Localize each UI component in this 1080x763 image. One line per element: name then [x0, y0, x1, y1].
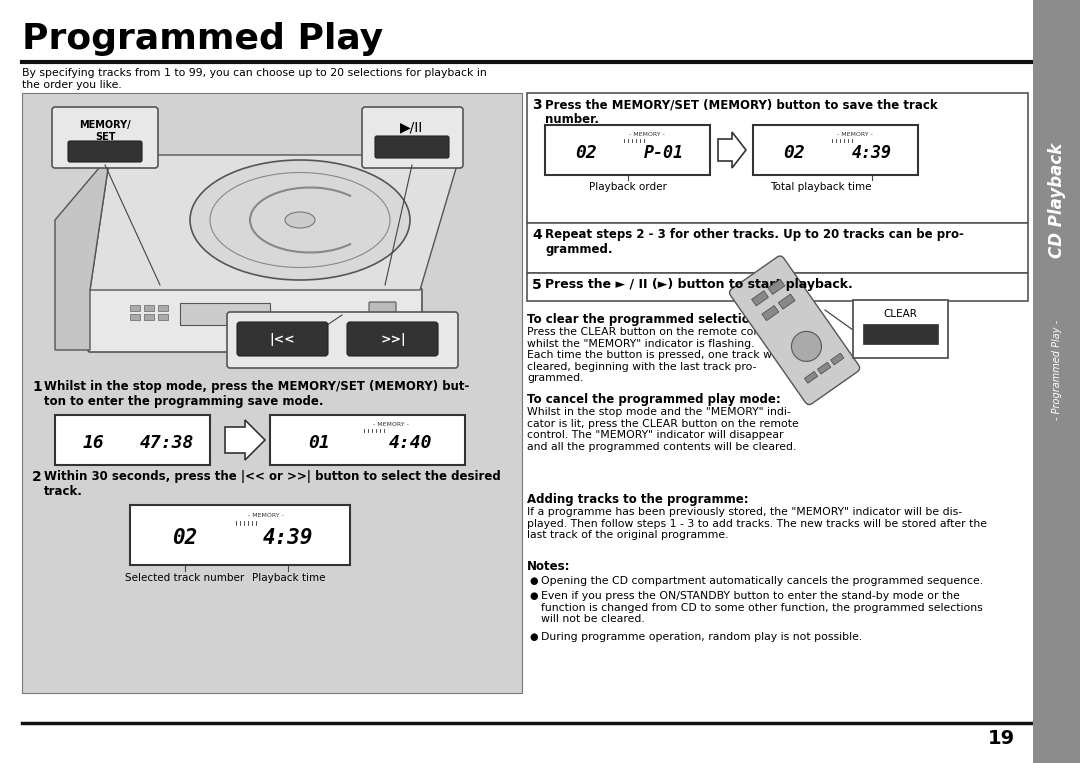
- Text: Selected track number: Selected track number: [125, 573, 245, 583]
- FancyBboxPatch shape: [227, 312, 458, 368]
- Ellipse shape: [285, 212, 315, 228]
- Text: 16: 16: [83, 433, 105, 452]
- Text: 01: 01: [308, 433, 329, 452]
- Text: To clear the programmed selections:: To clear the programmed selections:: [527, 313, 770, 326]
- FancyBboxPatch shape: [237, 322, 328, 356]
- FancyBboxPatch shape: [362, 107, 463, 168]
- Text: If a programme has been previously stored, the "MEMORY" indicator will be dis-
p: If a programme has been previously store…: [527, 507, 987, 540]
- Polygon shape: [718, 132, 746, 168]
- Bar: [818, 362, 831, 374]
- Text: During programme operation, random play is not possible.: During programme operation, random play …: [541, 632, 862, 642]
- Text: 4:39: 4:39: [852, 143, 892, 162]
- Text: Programmed Play: Programmed Play: [22, 22, 383, 56]
- Text: Playback order: Playback order: [589, 182, 666, 192]
- FancyBboxPatch shape: [729, 256, 860, 404]
- Polygon shape: [225, 420, 265, 460]
- Text: Notes:: Notes:: [527, 560, 570, 573]
- Bar: [527, 223, 1028, 273]
- Text: 2: 2: [32, 470, 42, 484]
- Text: To cancel the programmed play mode:: To cancel the programmed play mode:: [527, 393, 781, 406]
- Text: ●: ●: [529, 576, 538, 586]
- Bar: [144, 305, 154, 311]
- Text: SET: SET: [95, 132, 116, 142]
- Bar: [805, 372, 818, 383]
- Circle shape: [792, 331, 822, 362]
- Text: ▶/II: ▶/II: [401, 120, 423, 134]
- Text: - MEMORY -: - MEMORY -: [373, 421, 409, 427]
- FancyBboxPatch shape: [87, 288, 422, 352]
- Bar: [752, 291, 769, 306]
- Text: Press the MEMORY/SET (MEMORY) button to save the track
number.: Press the MEMORY/SET (MEMORY) button to …: [545, 98, 937, 126]
- Text: 5: 5: [532, 278, 542, 292]
- Text: |<<: |<<: [269, 333, 295, 346]
- Bar: [130, 505, 350, 565]
- Bar: [545, 125, 710, 175]
- FancyBboxPatch shape: [52, 107, 158, 168]
- Text: Whilst in the stop mode and the "MEMORY" indi-
cator is lit, press the CLEAR but: Whilst in the stop mode and the "MEMORY"…: [527, 407, 799, 452]
- Text: 4:39: 4:39: [264, 528, 313, 548]
- Text: 3: 3: [532, 98, 542, 112]
- FancyBboxPatch shape: [68, 141, 141, 162]
- Polygon shape: [55, 155, 110, 350]
- Text: MEMORY/: MEMORY/: [79, 120, 131, 130]
- Text: 02: 02: [783, 143, 805, 162]
- Polygon shape: [55, 105, 490, 370]
- Text: 1: 1: [32, 380, 42, 394]
- Text: By specifying tracks from 1 to 99, you can choose up to 20 selections for playba: By specifying tracks from 1 to 99, you c…: [22, 68, 487, 89]
- Bar: [130, 314, 140, 320]
- Bar: [180, 303, 270, 325]
- Text: - MEMORY -: - MEMORY -: [630, 131, 665, 137]
- Text: CLEAR: CLEAR: [883, 309, 917, 319]
- Bar: [144, 314, 154, 320]
- Text: 4:40: 4:40: [389, 433, 432, 452]
- FancyBboxPatch shape: [347, 322, 438, 356]
- Text: CD Playback: CD Playback: [1048, 143, 1066, 258]
- Bar: [527, 273, 1028, 301]
- Text: Adding tracks to the programme:: Adding tracks to the programme:: [527, 493, 748, 506]
- Text: - MEMORY -: - MEMORY -: [837, 131, 874, 137]
- Bar: [158, 305, 168, 311]
- Bar: [768, 279, 785, 295]
- Text: >>|: >>|: [380, 333, 406, 346]
- Bar: [55, 415, 210, 465]
- Text: ●: ●: [529, 591, 538, 601]
- Text: 02: 02: [173, 528, 198, 548]
- Bar: [853, 300, 948, 358]
- Text: P-01: P-01: [644, 143, 684, 162]
- Text: Within 30 seconds, press the |<< or >>| button to select the desired
track.: Within 30 seconds, press the |<< or >>| …: [44, 470, 501, 498]
- Bar: [158, 314, 168, 320]
- Text: Repeat steps 2 - 3 for other tracks. Up to 20 tracks can be pro-
grammed.: Repeat steps 2 - 3 for other tracks. Up …: [545, 228, 963, 256]
- Text: 02: 02: [576, 143, 597, 162]
- Bar: [527, 93, 1028, 223]
- Bar: [831, 353, 843, 365]
- Text: - Programmed Play -: - Programmed Play -: [1052, 320, 1062, 420]
- Text: Press the CLEAR button on the remote control
whilst the "MEMORY" indicator is fl: Press the CLEAR button on the remote con…: [527, 327, 798, 383]
- Text: Press the ► / II (►) button to start playback.: Press the ► / II (►) button to start pla…: [545, 278, 853, 291]
- Text: Whilst in the stop mode, press the MEMORY/SET (MEMORY) but-
ton to enter the pro: Whilst in the stop mode, press the MEMOR…: [44, 380, 470, 408]
- Polygon shape: [90, 155, 460, 290]
- Text: 4: 4: [532, 228, 542, 242]
- Bar: [779, 294, 795, 309]
- Bar: [22, 93, 522, 693]
- Text: Opening the CD compartment automatically cancels the programmed sequence.: Opening the CD compartment automatically…: [541, 576, 983, 586]
- Bar: [1032, 0, 1080, 763]
- Ellipse shape: [190, 160, 410, 280]
- FancyBboxPatch shape: [369, 302, 396, 326]
- Text: ●: ●: [529, 632, 538, 642]
- Bar: [863, 324, 939, 344]
- Text: Playback time: Playback time: [252, 573, 325, 583]
- Bar: [270, 415, 465, 465]
- Text: - MEMORY -: - MEMORY -: [248, 513, 284, 518]
- Text: Total playback time: Total playback time: [770, 182, 872, 192]
- Text: Even if you press the ON/STANDBY button to enter the stand-by mode or the
functi: Even if you press the ON/STANDBY button …: [541, 591, 983, 624]
- Bar: [130, 305, 140, 311]
- Bar: [761, 305, 779, 320]
- Text: 47:38: 47:38: [139, 433, 193, 452]
- Text: 19: 19: [988, 729, 1015, 748]
- FancyBboxPatch shape: [375, 136, 449, 158]
- Bar: [753, 125, 918, 175]
